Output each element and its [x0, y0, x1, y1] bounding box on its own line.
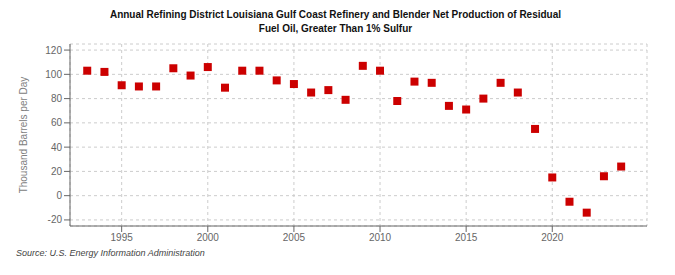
svg-text:80: 80: [51, 93, 63, 104]
svg-text:120: 120: [45, 45, 62, 56]
svg-text:2020: 2020: [541, 232, 564, 243]
svg-text:1995: 1995: [111, 232, 134, 243]
html-text:Fuel Oil, Greater Than 1% Sulf: Fuel Oil, Greater Than 1% Sulfur: [258, 23, 413, 34]
svg-text:100: 100: [45, 69, 62, 80]
svg-text:2005: 2005: [283, 232, 306, 243]
svg-text:40: 40: [51, 142, 63, 153]
svg-text:2015: 2015: [455, 232, 478, 243]
html-text:Annual Refining District Louis: Annual Refining District Louisiana Gulf …: [109, 9, 562, 20]
svg-text:2010: 2010: [369, 232, 392, 243]
svg-text:-20: -20: [48, 214, 63, 225]
svg-text:20: 20: [51, 166, 63, 177]
svg-text:2000: 2000: [197, 232, 220, 243]
svg-text:60: 60: [51, 117, 63, 128]
svg-text:0: 0: [56, 190, 62, 201]
svg-text:Thousand Barrels per Day: Thousand Barrels per Day: [18, 77, 29, 194]
html-text:Source: U.S. Energy Informatio: Source: U.S. Energy Information Administ…: [16, 248, 205, 258]
